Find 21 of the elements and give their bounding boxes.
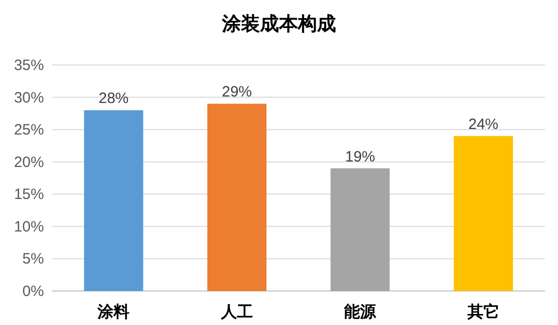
y-tick-label: 25%	[14, 122, 44, 139]
data-label: 19%	[345, 148, 376, 166]
y-tick-label: 5%	[22, 250, 44, 268]
data-label: 28%	[98, 90, 129, 108]
y-tick-label: 15%	[14, 186, 44, 204]
bar	[330, 168, 390, 291]
y-tick-label: 35%	[14, 57, 44, 74]
y-tick-label: 10%	[14, 218, 44, 236]
data-label: 29%	[222, 84, 252, 101]
x-tick-label: 其它	[466, 302, 500, 321]
x-tick-label: 能源	[344, 303, 378, 321]
x-tick-label: 人工	[220, 303, 253, 321]
y-tick-label: 0%	[22, 283, 44, 300]
bar	[207, 104, 266, 291]
y-tick-label: 30%	[14, 89, 44, 106]
chart-title: 涂装成本构成	[221, 13, 336, 35]
x-tick-label: 涂料	[96, 303, 130, 321]
y-tick-label: 20%	[14, 154, 44, 171]
bar	[84, 110, 144, 291]
bar	[454, 136, 513, 291]
data-label: 24%	[468, 116, 498, 134]
